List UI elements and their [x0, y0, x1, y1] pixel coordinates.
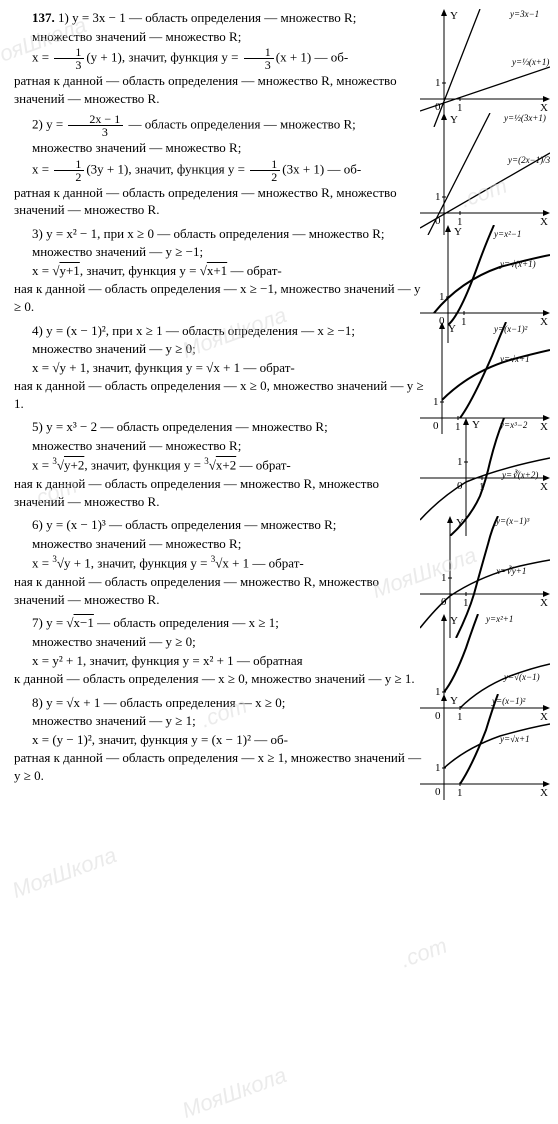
problem-number: 137. — [32, 10, 55, 25]
watermark: МояШкола — [179, 1062, 290, 1124]
svg-text:y=√(x+1): y=√(x+1) — [499, 259, 536, 269]
graph-svg: XY011y=3x−1y=⅓(x+1) — [420, 9, 550, 127]
svg-text:y=(x−1)³: y=(x−1)³ — [495, 516, 530, 526]
graph-svg: X Y 0 1 1 y=(x−1)² y=√x+1 — [420, 694, 550, 800]
problem-part: 7) y = √x−1 — область определения — x ≥ … — [14, 614, 550, 687]
svg-text:1: 1 — [457, 102, 463, 114]
svg-text:1: 1 — [441, 572, 447, 584]
text-line: ная к данной — область определения — мно… — [14, 475, 424, 510]
svg-text:Y: Y — [450, 10, 458, 22]
svg-text:y=x³−2: y=x³−2 — [499, 420, 528, 430]
text-line: x = 3√y+2, значит, функция y = 3√x+2 — о… — [14, 455, 424, 474]
svg-text:y=∛(x+2): y=∛(x+2) — [501, 469, 538, 480]
text-line: ратная к данной — область определения — … — [14, 72, 424, 107]
problem-part: 8) y = √x + 1 — область определения — x … — [14, 694, 550, 785]
svg-text:x=∛y+1: x=∛y+1 — [495, 565, 526, 576]
text-line: к данной — область определения — x ≥ 0, … — [14, 670, 424, 688]
svg-text:y=(x−1)²: y=(x−1)² — [491, 696, 526, 706]
text-line: x = y² + 1, значит, функция y = x² + 1 —… — [14, 652, 424, 670]
svg-text:Y: Y — [472, 419, 480, 431]
svg-text:Y: Y — [450, 114, 458, 126]
watermark: МояШкола — [9, 842, 120, 904]
text-line: 5) y = x³ − 2 — область определения — мн… — [14, 418, 424, 436]
svg-text:y=√x+1: y=√x+1 — [499, 354, 530, 364]
problem-part: 2) y = 2x − 13 — область определения — м… — [14, 113, 550, 219]
svg-text:Y: Y — [450, 695, 458, 707]
svg-text:y=x²+1: y=x²+1 — [485, 614, 513, 624]
svg-text:Y: Y — [454, 226, 462, 238]
svg-text:X: X — [540, 597, 548, 609]
svg-text:X: X — [540, 481, 548, 493]
svg-text:1: 1 — [435, 191, 441, 203]
svg-text:X: X — [540, 102, 548, 114]
watermark: .com — [397, 933, 451, 974]
svg-text:Y: Y — [448, 323, 456, 335]
text-line: множество значений — y ≥ −1; — [14, 243, 424, 261]
problem-part: 3) y = x² − 1, при x ≥ 0 — область опред… — [14, 225, 550, 316]
text-line: 3) y = x² − 1, при x ≥ 0 — область опред… — [14, 225, 424, 243]
text-line: x = √y+1, значит, функция y = √x+1 — обр… — [14, 262, 424, 280]
text-line: множество значений — y ≥ 0; — [14, 633, 424, 651]
text-line: 4) y = (x − 1)², при x ≥ 1 — область опр… — [14, 322, 424, 340]
svg-text:y=√x+1: y=√x+1 — [499, 734, 530, 744]
svg-text:Y: Y — [456, 517, 464, 529]
svg-text:y=3x−1: y=3x−1 — [509, 9, 539, 19]
text-line: x = 3√y + 1, значит, функция y = 3√x + 1… — [14, 553, 424, 572]
graph-panel: X Y 0 1 1 y=(x−1)² y=√x+1 — [420, 694, 550, 800]
svg-text:0: 0 — [435, 786, 441, 798]
svg-text:1: 1 — [463, 597, 469, 609]
svg-text:y=⅓(x+1): y=⅓(x+1) — [511, 57, 549, 67]
text-line: ная к данной — область определения — мно… — [14, 573, 424, 608]
problem-part: 137. 1) y = 3x − 1 — область определения… — [14, 9, 550, 107]
graph-panel: XY011y=(x−1)²y=√x+1 — [420, 322, 550, 434]
graph-panel: XY011y=3x−1y=⅓(x+1) — [420, 9, 550, 127]
svg-text:1: 1 — [457, 456, 463, 468]
problem-text: 6) y = (x − 1)³ — область определения — … — [14, 516, 424, 608]
text-line: множество значений — множество R; — [14, 437, 424, 455]
text-line: x = 13(y + 1), значит, функция y = 13(x … — [14, 46, 424, 71]
text-line: ная к данной — область определения — x ≥… — [14, 280, 424, 315]
svg-text:y=½(3x+1): y=½(3x+1) — [503, 113, 546, 123]
svg-text:X: X — [540, 787, 548, 799]
text-line: x = 12(3y + 1), значит, функция y = 12(3… — [14, 158, 424, 183]
text-line: 137. 1) y = 3x − 1 — область определения… — [14, 9, 424, 27]
text-line: множество значений — y ≥ 1; — [14, 712, 424, 730]
text-line: x = √y + 1, значит, функция y = √x + 1 —… — [14, 359, 424, 377]
text-line: ная к данной — область определения — x ≥… — [14, 377, 424, 412]
text-line: множество значений — множество R; — [14, 535, 424, 553]
page-content: 137. 1) y = 3x − 1 — область определения… — [0, 0, 558, 798]
svg-text:y=x²−1: y=x²−1 — [493, 229, 521, 239]
text-line: 8) y = √x + 1 — область определения — x … — [14, 694, 424, 712]
problem-text: 7) y = √x−1 — область определения — x ≥ … — [14, 614, 424, 687]
svg-text:1: 1 — [457, 787, 463, 799]
text-line: множество значений — множество R; — [14, 139, 424, 157]
graph-svg: XY011y=½(3x+1)y=(2x−1)/3 — [420, 113, 550, 235]
svg-text:y=(x−1)²: y=(x−1)² — [493, 324, 528, 334]
text-line: множество значений — y ≥ 0; — [14, 340, 424, 358]
text-line: x = (y − 1)², значит, функция y = (x − 1… — [14, 731, 424, 749]
problem-text: 2) y = 2x − 13 — область определения — м… — [14, 113, 424, 219]
problem-text: 4) y = (x − 1)², при x ≥ 1 — область опр… — [14, 322, 424, 413]
problem-text: 5) y = x³ − 2 — область определения — мн… — [14, 418, 424, 510]
svg-text:1: 1 — [433, 396, 439, 408]
svg-text:Y: Y — [450, 615, 458, 627]
text-line: ратная к данной — область определения — … — [14, 184, 424, 219]
problem-part: 4) y = (x − 1)², при x ≥ 1 — область опр… — [14, 322, 550, 413]
graph-svg: XY011y=(x−1)²y=√x+1 — [420, 322, 550, 434]
problem-part: 6) y = (x − 1)³ — область определения — … — [14, 516, 550, 608]
svg-text:1: 1 — [435, 762, 441, 774]
text-line: 2) y = 2x − 13 — область определения — м… — [14, 113, 424, 138]
text-line: 7) y = √x−1 — область определения — x ≥ … — [14, 614, 424, 632]
svg-text:1: 1 — [435, 77, 441, 89]
problem-text: 137. 1) y = 3x − 1 — область определения… — [14, 9, 424, 107]
problem-part: 5) y = x³ − 2 — область определения — мн… — [14, 418, 550, 510]
svg-text:y=√(x−1): y=√(x−1) — [503, 672, 540, 682]
graph-panel: XY011y=½(3x+1)y=(2x−1)/3 — [420, 113, 550, 235]
problem-text: 8) y = √x + 1 — область определения — x … — [14, 694, 424, 785]
svg-text:y=(2x−1)/3: y=(2x−1)/3 — [507, 155, 550, 165]
text-line: множество значений — множество R; — [14, 28, 424, 46]
problem-text: 3) y = x² − 1, при x ≥ 0 — область опред… — [14, 225, 424, 316]
text-line: 6) y = (x − 1)³ — область определения — … — [14, 516, 424, 534]
text-line: ратная к данной — область определения — … — [14, 749, 424, 784]
